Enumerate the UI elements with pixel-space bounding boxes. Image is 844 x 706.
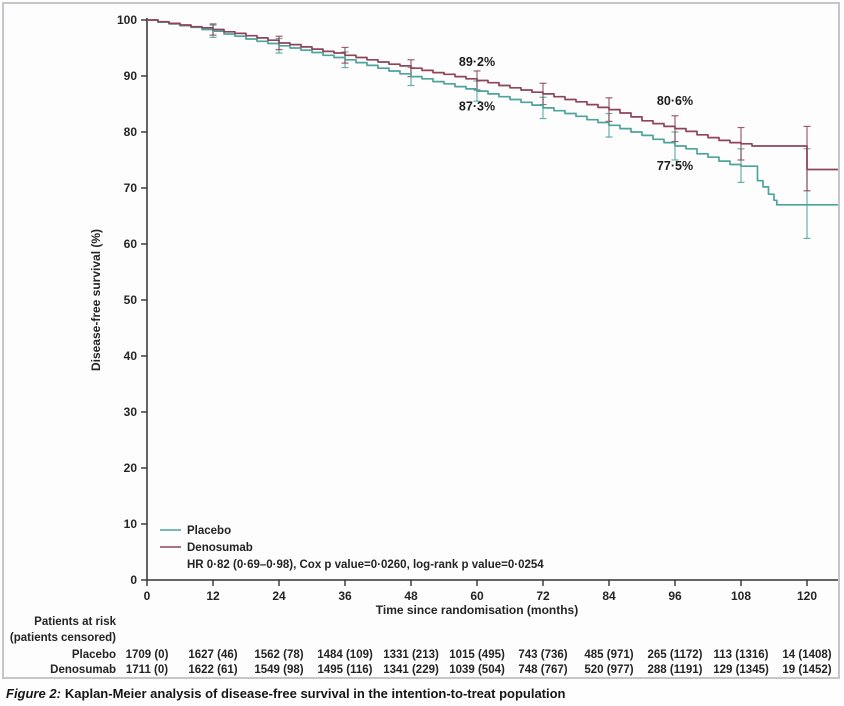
risk-cell: 1015 (495) — [449, 649, 505, 661]
risk-cell: 1331 (213) — [383, 649, 439, 661]
risk-cell: 14 (1408) — [782, 649, 831, 661]
curve-denosumab — [147, 19, 838, 171]
y-tick-label: 30 — [124, 405, 138, 419]
y-axis-title: Disease-free survival (%) — [89, 229, 103, 371]
axes: 0 10 20 30 40 50 60 70 80 90 100 0 12 24 36 48 60 72 84 96 1… — [117, 13, 838, 603]
x-tick-label: 36 — [338, 589, 352, 603]
annotation-806: 80·6% — [657, 94, 693, 108]
y-tick-label: 90 — [124, 69, 138, 83]
risk-cell: 1484 (109) — [317, 649, 373, 661]
x-tick-label: 84 — [602, 589, 616, 603]
annotations: 89·2% 87·3% 80·6% 77·5% — [459, 55, 693, 173]
risk-row-label-denosumab: Denosumab — [50, 664, 116, 676]
y-tick-label: 20 — [124, 461, 138, 475]
x-tick-label: 24 — [272, 589, 286, 603]
y-tick-label: 60 — [124, 237, 138, 251]
y-tick-label: 100 — [117, 13, 137, 27]
x-tick-label: 48 — [404, 589, 418, 603]
risk-cell: 520 (977) — [584, 664, 633, 676]
y-tick-label: 0 — [130, 573, 137, 587]
figure-caption: Figure 2: Kaplan-Meier analysis of diseas… — [6, 686, 836, 701]
x-tick-label: 60 — [470, 589, 484, 603]
risk-cell: 748 (767) — [518, 664, 567, 676]
risk-cell: 1627 (46) — [188, 649, 237, 661]
x-tick-label: 12 — [206, 589, 220, 603]
series-curves — [147, 19, 838, 206]
risk-cell: 1341 (229) — [383, 664, 439, 676]
annotation-873: 87·3% — [459, 100, 495, 114]
risk-cell: 1562 (78) — [254, 649, 303, 661]
caption-text: Kaplan-Meier analysis of disease-free su… — [64, 686, 566, 701]
risk-cell: 288 (1191) — [648, 664, 703, 676]
risk-table-header-line1: Patients at risk — [34, 616, 116, 628]
y-tick-label: 10 — [124, 517, 138, 531]
y-tick-label: 70 — [124, 181, 138, 195]
x-tick-label: 108 — [731, 589, 751, 603]
annotation-775: 77·5% — [657, 159, 693, 173]
risk-cell: 113 (1316) — [714, 649, 769, 661]
error-bars — [209, 23, 811, 239]
y-tick-label: 40 — [124, 349, 138, 363]
annotation-892: 89·2% — [459, 55, 495, 69]
risk-cell: 1549 (98) — [254, 664, 303, 676]
risk-cell: 19 (1452) — [782, 664, 831, 676]
x-tick-label: 72 — [536, 589, 550, 603]
risk-cell: 1711 (0) — [126, 664, 168, 676]
x-axis-title: Time since randomisation (months) — [376, 603, 578, 617]
patients-at-risk-table: Patients at risk (patients censored) Pla… — [10, 616, 832, 676]
risk-cell: 1622 (61) — [188, 664, 237, 676]
km-chart-svg: 0 10 20 30 40 50 60 70 80 90 100 0 12 24 36 48 60 72 84 96 1… — [10, 13, 838, 676]
risk-cell: 265 (1172) — [648, 649, 703, 661]
legend-label-denosumab: Denosumab — [187, 542, 253, 554]
y-tick-label: 50 — [124, 293, 138, 307]
risk-table-rows: Placebo 1709 (0) 1627 (46) 1562 (78) 1484 (1… — [50, 649, 832, 676]
risk-cell: 1495 (116) — [318, 664, 373, 676]
curve-placebo — [147, 19, 838, 206]
x-tick-label: 96 — [668, 589, 682, 603]
x-tick-label: 120 — [797, 589, 817, 603]
risk-row-label-placebo: Placebo — [72, 649, 116, 661]
x-tick-label: 0 — [144, 589, 151, 603]
legend-stats-line: HR 0·82 (0·69–0·98), Cox p value=0·0260,… — [187, 559, 544, 571]
risk-cell: 1709 (0) — [126, 649, 169, 661]
risk-cell: 129 (1345) — [713, 664, 769, 676]
risk-cell: 1039 (504) — [449, 664, 505, 676]
figure-box: 0 10 20 30 40 50 60 70 80 90 100 0 12 24 36 48 60 72 84 96 1… — [2, 2, 840, 679]
risk-cell: 485 (971) — [584, 649, 633, 661]
legend-label-placebo: Placebo — [187, 525, 231, 537]
risk-cell: 743 (736) — [518, 649, 567, 661]
risk-table-header-line2: (patients censored) — [10, 632, 116, 644]
caption-figure-number: Figure 2: — [6, 686, 61, 701]
legend: Placebo Denosumab HR 0·82 (0·69–0·98), C… — [160, 525, 544, 571]
y-tick-label: 80 — [124, 125, 138, 139]
